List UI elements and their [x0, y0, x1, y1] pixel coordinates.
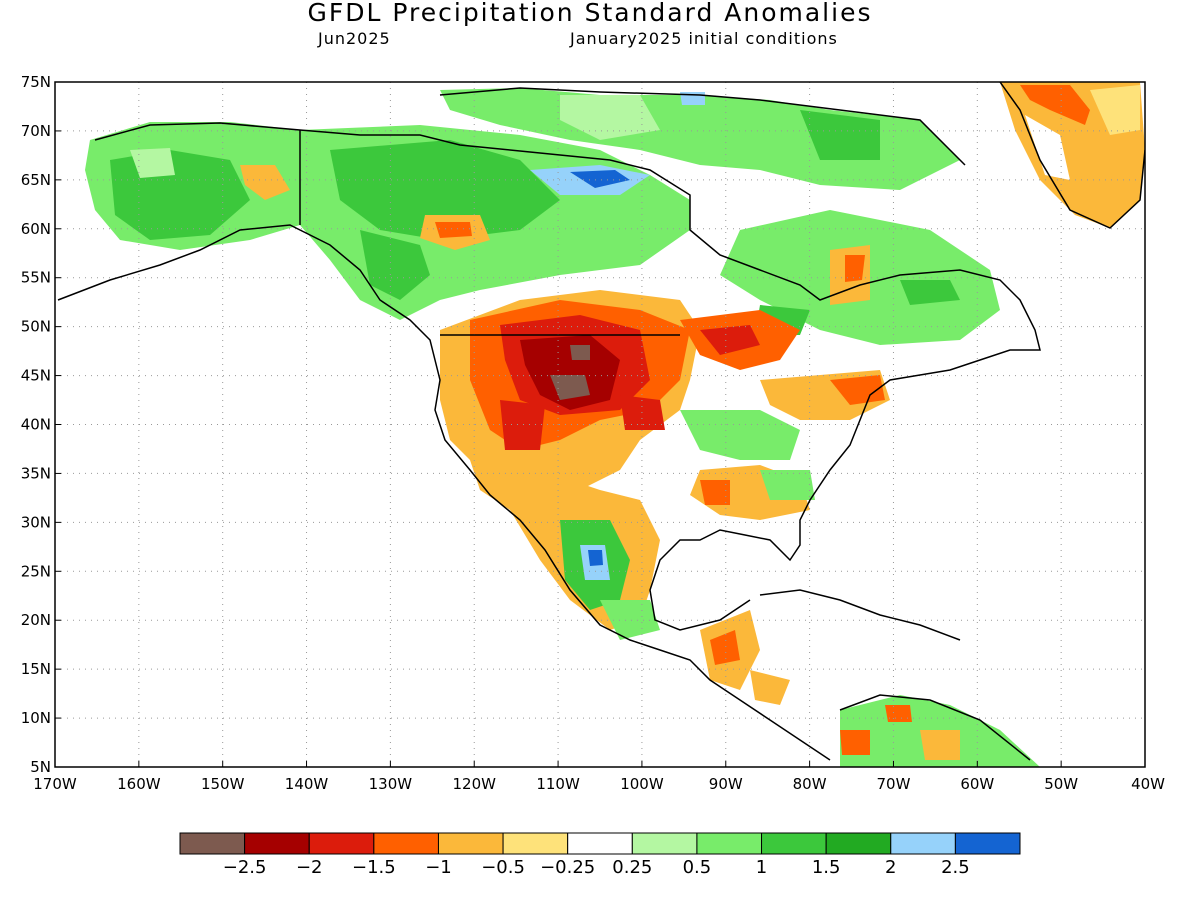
colorbar-tick-label: −2.5	[223, 857, 267, 878]
colorbar-swatch	[179, 832, 246, 855]
colorbar-tick-label: 1	[756, 857, 767, 878]
lat-label: 70N	[21, 122, 51, 140]
lon-label: 170W	[33, 775, 77, 793]
lat-label: 75N	[21, 73, 51, 91]
colorbar-labels: −2.5 −2 −1.5 −1 −0.5 −0.25 0.25 0.5 1 1.5 2 2.5	[223, 857, 970, 878]
lon-label: 70W	[877, 775, 911, 793]
colorbar-swatch	[825, 832, 892, 855]
lat-label: 20N	[21, 611, 51, 629]
colorbar-tick-label: −1.5	[352, 857, 396, 878]
colorbar-swatch	[761, 832, 827, 855]
lat-label: 65N	[21, 171, 51, 189]
lon-label: 150W	[201, 775, 245, 793]
colorbar-tick-label: 1.5	[812, 857, 841, 878]
colorbar-tick-label: −0.5	[481, 857, 525, 878]
lon-label: 100W	[620, 775, 664, 793]
lat-label: 55N	[21, 269, 51, 287]
lat-label: 25N	[21, 562, 51, 580]
lon-label: 140W	[285, 775, 329, 793]
anomaly-shading	[85, 82, 1145, 767]
colorbar-tick-label: −0.25	[540, 857, 595, 878]
colorbar-tick-label: 2	[885, 857, 896, 878]
longitude-labels: 170W 160W 150W 140W 130W 120W 110W 100W 90W 80W 70…	[33, 761, 1165, 793]
colorbar-tick-label: 2.5	[941, 857, 970, 878]
colorbar-swatch	[308, 832, 375, 855]
coastlines	[57, 82, 1145, 761]
colorbar-swatch	[502, 832, 569, 855]
lat-label: 60N	[21, 220, 51, 238]
colorbar-swatch	[890, 832, 956, 855]
colorbar-swatch	[244, 832, 310, 855]
lon-label: 120W	[452, 775, 496, 793]
latitude-labels: 75N 70N 65N 60N 55N 50N 45N 40N 35N 30N 25N 20N 15N 1…	[21, 73, 61, 776]
lon-label: 40W	[1131, 775, 1165, 793]
lon-label: 90W	[709, 775, 743, 793]
lat-label: 5N	[30, 758, 51, 776]
lat-label: 45N	[21, 367, 51, 385]
map-title: GFDL Precipitation Standard Anomalies	[307, 0, 873, 27]
lat-label: 15N	[21, 660, 51, 678]
initial-conditions: January2025 initial conditions	[570, 29, 838, 48]
lat-label: 30N	[21, 513, 51, 531]
colorbar-tick-label: 0.5	[683, 857, 712, 878]
colorbar-swatch	[567, 832, 633, 855]
lon-label: 50W	[1044, 775, 1078, 793]
lat-label: 35N	[21, 464, 51, 482]
colorbar-swatch	[437, 832, 504, 855]
colorbar-swatch	[696, 832, 763, 855]
lat-label: 10N	[21, 709, 51, 727]
lon-label: 160W	[117, 775, 161, 793]
colorbar-swatch	[373, 832, 439, 855]
lon-label: 60W	[960, 775, 994, 793]
lon-label: 110W	[536, 775, 580, 793]
forecast-month: Jun2025	[318, 29, 391, 48]
grid-lines	[55, 82, 1145, 767]
colorbar	[179, 832, 1021, 855]
lon-label: 130W	[369, 775, 413, 793]
lon-label: 80W	[793, 775, 827, 793]
lat-label: 50N	[21, 318, 51, 336]
colorbar-swatch	[631, 832, 698, 855]
lat-label: 40N	[21, 416, 51, 434]
colorbar-tick-label: −2	[296, 857, 323, 878]
colorbar-swatch	[954, 832, 1021, 855]
colorbar-tick-label: 0.25	[612, 857, 652, 878]
colorbar-tick-label: −1	[425, 857, 452, 878]
